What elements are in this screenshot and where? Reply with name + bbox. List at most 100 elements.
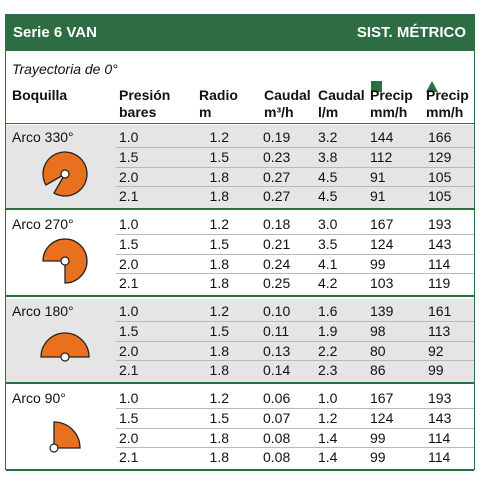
arc-group-180: Arco 180° 1.0 1.2 0.10 1.6 139 161 1.5 1.5 0.11 1.… xyxy=(6,299,474,384)
cell-presion: 1.0 xyxy=(119,216,139,232)
cell-precip-square: 103 xyxy=(370,275,394,291)
column-header-presion: Presión bares xyxy=(119,87,171,120)
cell-caudal-lm: 2.2 xyxy=(318,343,338,359)
table-row: 2.0 1.8 0.27 4.5 91 105 xyxy=(6,169,474,187)
cell-precip-triangle: 105 xyxy=(428,169,452,185)
cell-precip-square: 91 xyxy=(370,169,386,185)
table-row: 2.1 1.8 0.14 2.3 86 99 xyxy=(6,362,474,380)
row-divider xyxy=(116,254,474,255)
row-divider xyxy=(116,360,474,361)
cell-caudal-m3h: 0.24 xyxy=(263,256,291,272)
cell-caudal-m3h: 0.27 xyxy=(263,188,291,204)
row-divider xyxy=(116,186,474,187)
column-header-radio: Radio m xyxy=(199,87,238,120)
nozzle-arc-shape xyxy=(53,421,81,449)
cell-precip-triangle: 129 xyxy=(428,149,452,165)
cell-precip-square: 124 xyxy=(370,236,394,252)
cell-caudal-m3h: 0.10 xyxy=(263,303,291,319)
cell-precip-triangle: 113 xyxy=(428,323,451,339)
cell-presion: 2.1 xyxy=(119,449,139,465)
nozzle-arc-shape xyxy=(40,332,90,358)
green-square-icon xyxy=(371,81,382,92)
cell-radio: 1.5 xyxy=(209,236,229,252)
cell-caudal-lm: 2.3 xyxy=(318,362,338,378)
cell-caudal-lm: 1.4 xyxy=(318,430,338,446)
trajectory-note: Trayectoria de 0° xyxy=(12,61,118,77)
cell-caudal-m3h: 0.27 xyxy=(263,169,291,185)
cell-caudal-m3h: 0.14 xyxy=(263,362,291,378)
cell-caudal-lm: 4.5 xyxy=(318,169,338,185)
green-triangle-icon xyxy=(426,81,438,92)
cell-radio: 1.2 xyxy=(209,216,229,232)
cell-precip-triangle: 193 xyxy=(428,390,452,406)
cell-radio: 1.8 xyxy=(209,430,229,446)
table-row: 2.1 1.8 0.25 4.2 103 119 xyxy=(6,275,474,293)
cell-radio: 1.2 xyxy=(209,129,229,145)
table-row: 2.1 1.8 0.27 4.5 91 105 xyxy=(6,188,474,206)
header-divider xyxy=(6,123,474,124)
row-divider xyxy=(116,408,474,409)
cell-presion: 2.0 xyxy=(119,343,139,359)
cell-caudal-m3h: 0.06 xyxy=(263,390,291,406)
row-divider xyxy=(116,447,474,448)
unit-system-label: SIST. MÉTRICO xyxy=(356,24,466,41)
cell-caudal-lm: 1.0 xyxy=(318,390,338,406)
cell-caudal-m3h: 0.25 xyxy=(263,275,291,291)
cell-presion: 1.5 xyxy=(119,410,139,426)
group-divider xyxy=(6,208,474,210)
cell-precip-triangle: 161 xyxy=(428,303,452,319)
row-divider xyxy=(116,147,474,148)
nozzle-arc-90-icon xyxy=(49,421,81,453)
nozzle-arc-270-icon xyxy=(42,238,88,284)
cell-radio: 1.8 xyxy=(209,362,229,378)
nozzle-hub xyxy=(60,169,70,179)
cell-caudal-m3h: 0.18 xyxy=(263,216,291,232)
cell-precip-square: 112 xyxy=(370,149,393,165)
cell-caudal-m3h: 0.13 xyxy=(263,343,291,359)
cell-caudal-lm: 4.5 xyxy=(318,188,338,204)
cell-caudal-m3h: 0.23 xyxy=(263,149,291,165)
cell-caudal-lm: 3.5 xyxy=(318,236,338,252)
cell-precip-square: 98 xyxy=(370,323,386,339)
cell-presion: 1.0 xyxy=(119,129,139,145)
column-header-boquilla: Boquilla xyxy=(12,87,68,103)
cell-precip-square: 167 xyxy=(370,216,394,232)
row-divider xyxy=(116,428,474,429)
cell-presion: 2.0 xyxy=(119,430,139,446)
table-row: 2.0 1.8 0.24 4.1 99 114 xyxy=(6,256,474,274)
table-row: 1.5 1.5 0.23 3.8 112 129 xyxy=(6,149,474,167)
table-header-bar: Serie 6 VAN SIST. MÉTRICO xyxy=(6,15,474,51)
cell-caudal-m3h: 0.21 xyxy=(263,236,291,252)
cell-presion: 1.5 xyxy=(119,323,139,339)
arc-label: Arco 90° xyxy=(12,390,66,406)
group-divider xyxy=(6,382,474,384)
cell-precip-square: 124 xyxy=(370,410,394,426)
arc-group-90: Arco 90° 1.0 1.2 0.06 1.0 167 193 1.5 1.5 0.07 1.2… xyxy=(6,386,474,471)
cell-radio: 1.8 xyxy=(209,188,229,204)
nozzle-performance-table: Serie 6 VAN SIST. MÉTRICO Trayectoria de… xyxy=(5,14,475,471)
cell-radio: 1.8 xyxy=(209,169,229,185)
cell-presion: 1.5 xyxy=(119,149,139,165)
cell-presion: 1.0 xyxy=(119,390,139,406)
cell-caudal-lm: 3.0 xyxy=(318,216,338,232)
cell-precip-triangle: 143 xyxy=(428,410,452,426)
cell-precip-triangle: 119 xyxy=(428,275,451,291)
cell-precip-square: 167 xyxy=(370,390,394,406)
group-divider xyxy=(6,469,474,471)
column-header-caudal-m3h: Caudal m³/h xyxy=(264,87,311,120)
cell-precip-triangle: 193 xyxy=(428,216,452,232)
cell-presion: 2.0 xyxy=(119,169,139,185)
arc-group-330: Arco 330° 1.0 1.2 0.19 3.2 144 166 1.5 1.5 0.23 3.… xyxy=(6,125,474,210)
table-row: 1.5 1.5 0.11 1.9 98 113 xyxy=(6,323,474,341)
cell-radio: 1.5 xyxy=(209,323,229,339)
cell-precip-square: 99 xyxy=(370,430,386,446)
cell-radio: 1.5 xyxy=(209,149,229,165)
cell-precip-triangle: 143 xyxy=(428,236,452,252)
row-divider xyxy=(116,167,474,168)
cell-precip-triangle: 114 xyxy=(428,256,451,272)
cell-radio: 1.8 xyxy=(209,449,229,465)
arc-label: Arco 330° xyxy=(12,129,74,145)
table-row: 1.5 1.5 0.21 3.5 124 143 xyxy=(6,236,474,254)
table-row: 1.0 1.2 0.19 3.2 144 166 xyxy=(6,129,474,147)
cell-presion: 2.1 xyxy=(119,362,139,378)
